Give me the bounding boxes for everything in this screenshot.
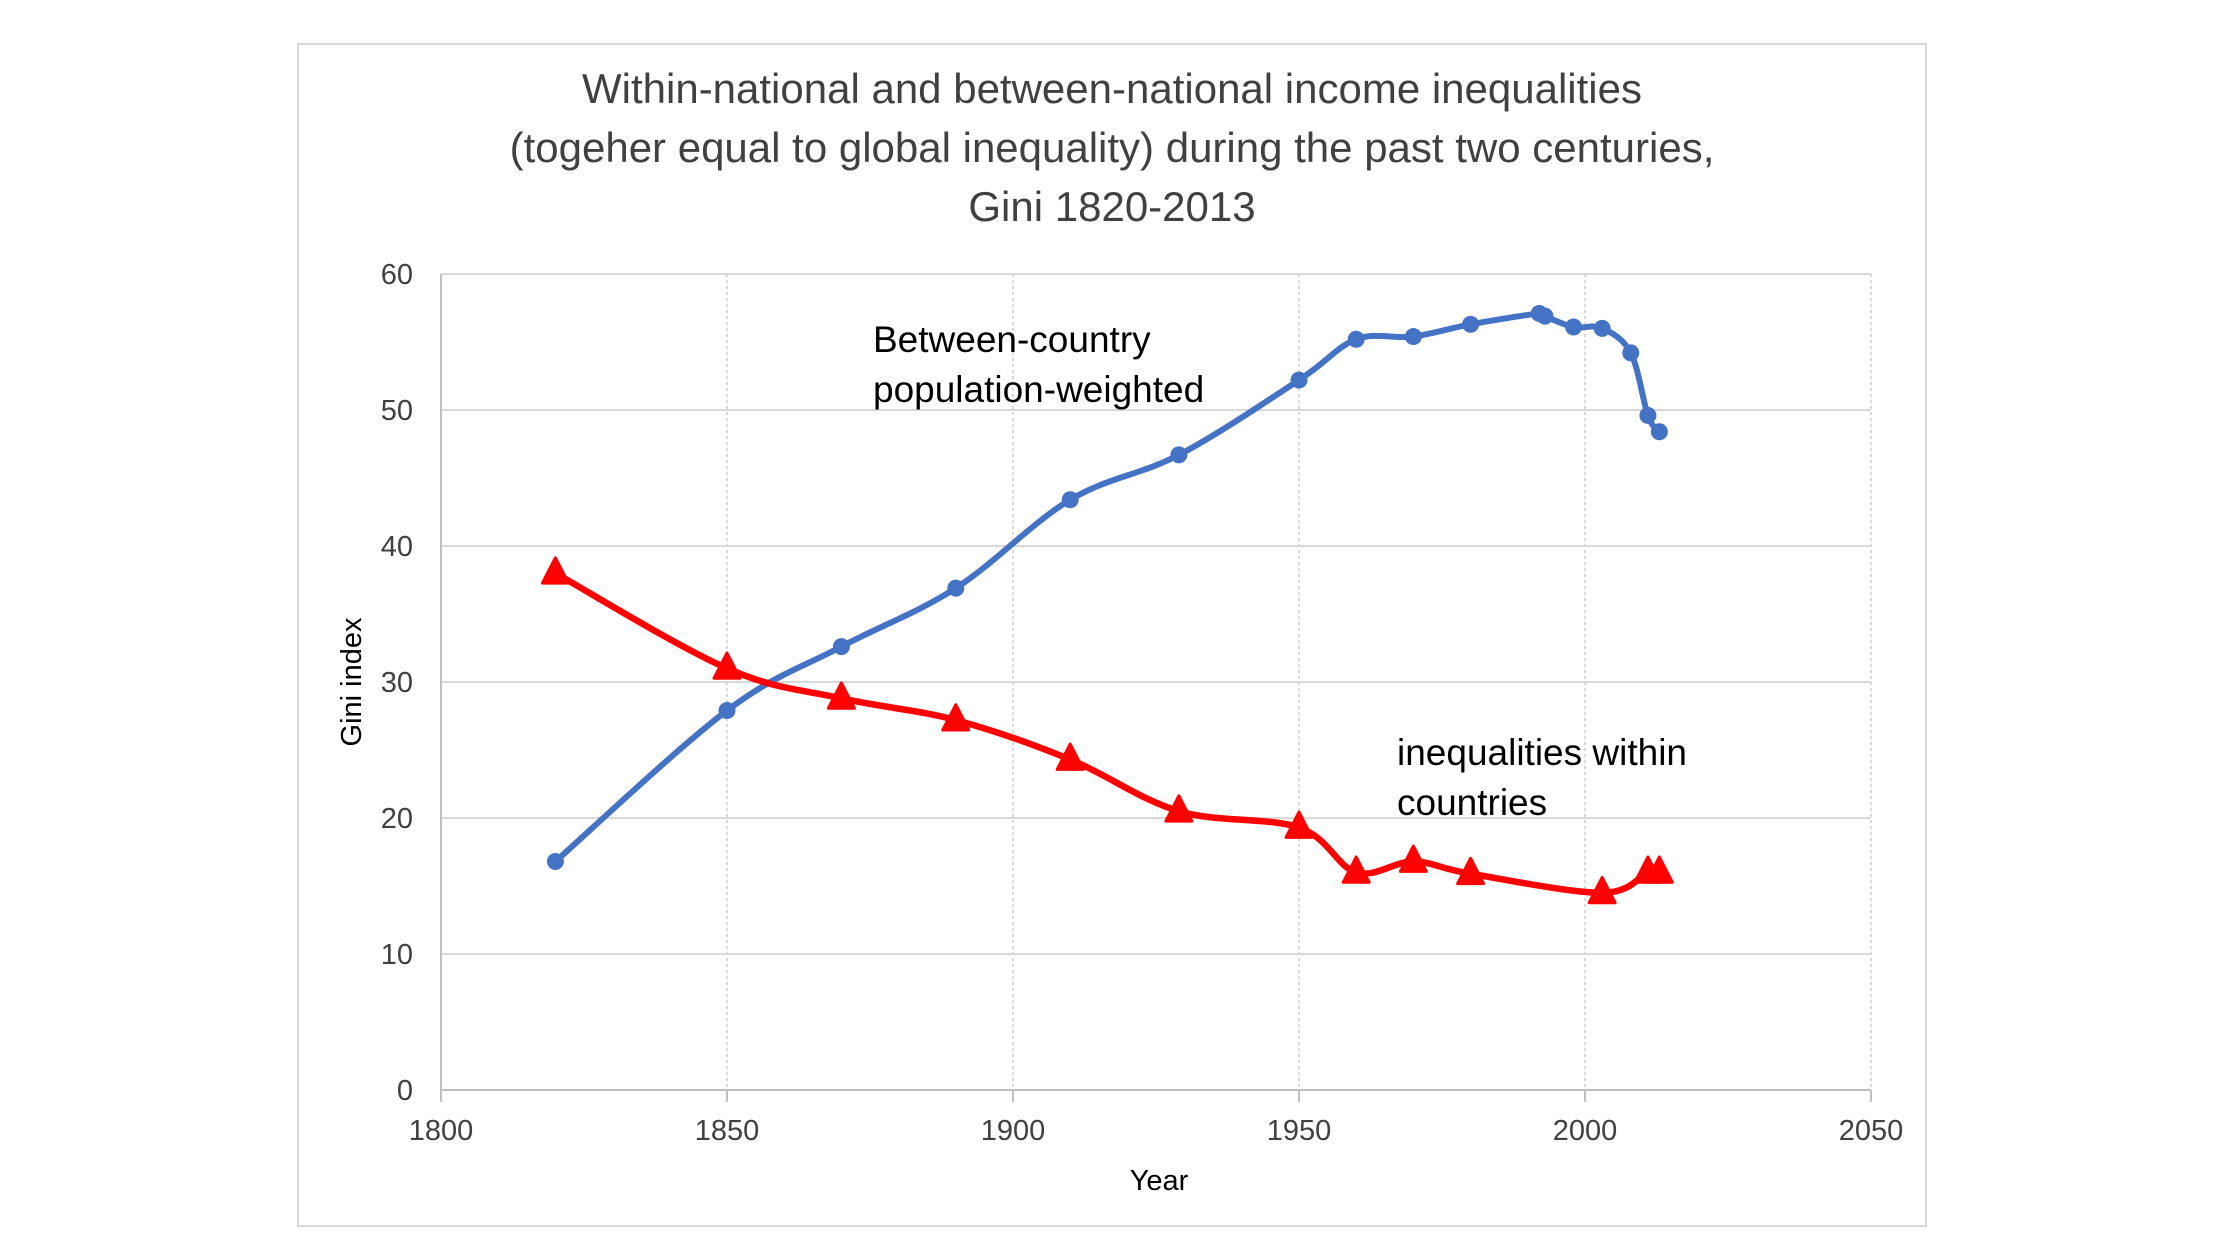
y-tick-label: 20 [381,803,413,835]
y-tick-label: 0 [397,1075,413,1107]
y-tick-label: 40 [381,531,413,563]
data-point-within-countries [1398,844,1428,873]
annotation-between-country-line-1: Between-country [873,319,1151,360]
tick-labels: 0 10 20 30 40 50 60 1800 1850 1900 1950 2000 2050 [381,259,1904,1147]
x-tick-label: 1950 [1267,1115,1332,1147]
chart-title-line-2: (togeher equal to global inequality) dur… [510,124,1715,171]
x-tick-label: 1850 [695,1115,760,1147]
x-tick-label: 1800 [409,1115,474,1147]
data-point-within-countries [826,681,856,710]
x-tick-label: 2050 [1839,1115,1904,1147]
data-point-between-country [1650,423,1668,441]
chart-svg: Within-national and between-national inc… [336,65,1904,1197]
y-tick-label: 50 [381,395,413,427]
data-point-between-country [1622,344,1640,362]
series-markers [540,304,1674,905]
data-point-between-country [1404,328,1422,346]
x-tick-label: 1900 [981,1115,1046,1147]
data-point-between-country [1170,446,1188,464]
x-tick-label: 2000 [1553,1115,1618,1147]
data-point-between-country [546,853,564,871]
data-point-between-country [1462,315,1480,333]
data-point-between-country [1639,406,1657,424]
data-point-within-countries [1644,855,1674,884]
data-point-between-country [1593,319,1611,337]
data-point-within-countries [941,703,971,732]
annotation-within-countries: inequalities within countries [1397,732,1687,823]
gridlines [441,273,1872,1090]
y-tick-label: 30 [381,667,413,699]
x-axis-title: Year [1130,1165,1189,1197]
data-point-within-countries [1055,742,1085,771]
data-point-within-countries [1284,810,1314,839]
axes [440,274,1872,1102]
series-line-within-countries [552,569,1663,897]
annotation-between-country: Between-country population-weighted [873,319,1204,410]
data-point-between-country [1565,318,1583,336]
y-tick-label: 60 [381,259,413,291]
y-tick-label: 10 [381,939,413,971]
data-point-within-countries [712,651,742,680]
chart-title-line-3: Gini 1820-2013 [968,183,1255,230]
data-point-within-countries [540,556,570,585]
data-point-within-countries [1341,855,1371,884]
data-point-between-country [718,702,736,720]
data-point-between-country [947,579,965,597]
y-axis-title: Gini index [336,617,368,746]
annotation-between-country-line-2: population-weighted [873,369,1204,410]
chart-title: Within-national and between-national inc… [510,65,1715,230]
chart-title-line-1: Within-national and between-national inc… [582,65,1642,112]
annotation-within-countries-line-1: inequalities within [1397,732,1687,773]
data-point-within-countries [1456,856,1486,886]
data-point-between-country [1061,491,1079,509]
data-point-between-country [1347,330,1365,348]
annotation-within-countries-line-2: countries [1397,782,1547,823]
chart-frame: Within-national and between-national inc… [297,43,1927,1227]
data-point-between-country [1536,307,1554,325]
data-point-within-countries [1587,875,1617,905]
data-point-between-country [832,638,850,656]
data-point-between-country [1290,371,1308,389]
data-point-within-countries [1164,794,1194,823]
